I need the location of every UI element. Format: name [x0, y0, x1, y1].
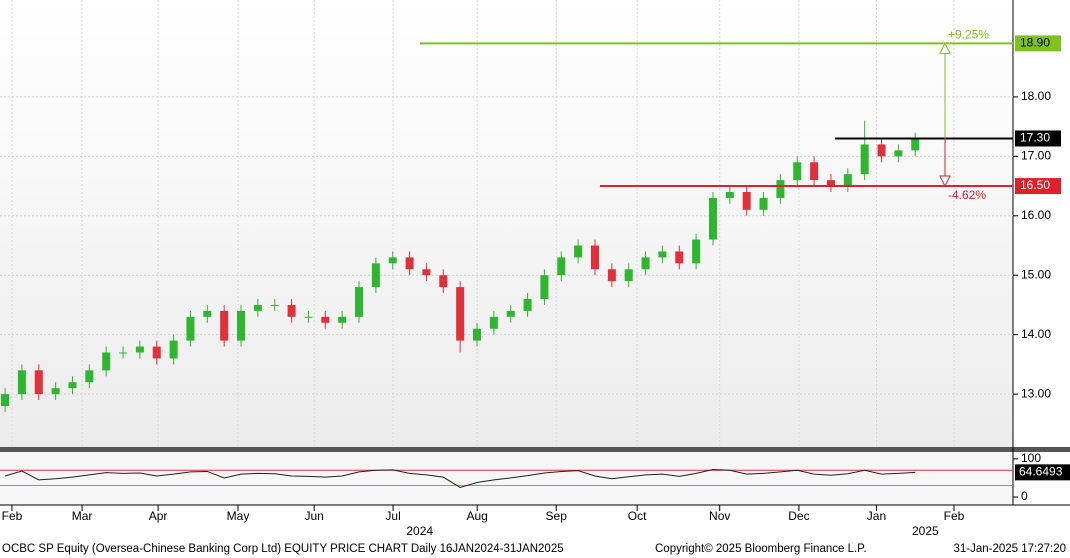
candle-body: [742, 191, 751, 210]
candle-body: [877, 144, 886, 157]
candle-body: [456, 287, 465, 341]
candle-body: [675, 251, 684, 264]
candle-body: [506, 310, 515, 317]
x-tick-label: Nov: [709, 509, 730, 523]
y-tick-label: 18.00: [1021, 89, 1051, 103]
level-tag: [1015, 130, 1061, 147]
rsi-line: [4, 469, 916, 489]
y-tick-label: 16.00: [1021, 208, 1051, 222]
x-tick-label: Jun: [305, 509, 324, 523]
candle-body: [85, 370, 94, 383]
x-tick-label: Apr: [149, 509, 168, 523]
candle-body: [793, 162, 802, 181]
annotation: -4.62%: [948, 188, 986, 202]
candle-body: [860, 144, 869, 175]
arrow-head: [939, 42, 951, 54]
level-label: 16.50: [1020, 178, 1050, 192]
x-tick-label: Aug: [466, 509, 487, 523]
footer-left: OCBC SP Equity (Oversea-Chinese Banking …: [2, 543, 564, 555]
level-tag: [1015, 178, 1061, 195]
candle-body: [17, 370, 26, 395]
candle-body: [692, 239, 701, 264]
candle-body: [590, 245, 599, 270]
candle-body: [169, 340, 178, 359]
year-label: 2025: [912, 524, 939, 538]
y-tick-label: 0: [1021, 489, 1028, 503]
x-tick-label: Sep: [546, 509, 568, 523]
y-tick-label: 100: [1021, 451, 1041, 465]
candle-body: [287, 304, 296, 317]
footer-timestamp: 31-Jan-2025 17:27:20: [953, 543, 1066, 555]
y-tick-label: 17.00: [1021, 149, 1051, 163]
candle-body: [203, 310, 212, 317]
candle-body: [321, 316, 330, 323]
candle-body: [405, 257, 414, 270]
y-tick-label: 15.00: [1021, 267, 1051, 281]
candle-body: [422, 269, 431, 276]
x-tick-label: Mar: [72, 509, 93, 523]
candle-body: [304, 316, 313, 318]
candle-body: [68, 382, 77, 389]
candle-body: [826, 180, 835, 187]
x-tick-label: Dec: [788, 509, 809, 523]
x-tick-label: Feb: [944, 509, 965, 523]
candle-body: [439, 275, 448, 288]
candle-body: [894, 150, 903, 157]
y-tick-label: 13.00: [1021, 386, 1051, 400]
level-label: 18.90: [1020, 36, 1050, 50]
level-tag: [1015, 35, 1061, 52]
candle-body: [135, 346, 144, 353]
x-tick-label: Jul: [385, 509, 400, 523]
candle-body: [119, 352, 128, 354]
candle-body: [51, 388, 60, 395]
candle-body: [270, 304, 279, 306]
candle-body: [607, 269, 616, 282]
candle-body: [540, 275, 549, 299]
plot-background: [0, 0, 1013, 447]
value-tag: [1015, 464, 1070, 481]
candle-body: [489, 316, 498, 329]
x-tick-label: Oct: [628, 509, 647, 523]
candle-body: [776, 180, 785, 198]
candle-body: [355, 287, 364, 317]
candle-body: [624, 269, 633, 282]
candle-body: [708, 197, 717, 240]
x-tick-label: May: [227, 509, 250, 523]
candle-body: [102, 352, 111, 371]
candle-body: [473, 328, 482, 341]
candle-body: [237, 310, 246, 341]
annotation: +9.25%: [948, 28, 989, 42]
year-label: 2024: [406, 524, 433, 538]
candle-body: [523, 298, 532, 311]
candle-body: [557, 257, 566, 276]
arrow-head: [939, 175, 951, 188]
candle-body: [759, 197, 768, 210]
footer-copyright: Copyright© 2025 Bloomberg Finance L.P.: [655, 543, 867, 555]
level-label: 17.30: [1020, 131, 1050, 145]
candle-body: [253, 304, 262, 311]
candle-body: [220, 310, 229, 341]
candle-body: [1, 394, 10, 406]
y-tick-label: 14.00: [1021, 327, 1051, 341]
candle-body: [186, 316, 195, 341]
candle-body: [810, 162, 819, 181]
candle-body: [843, 174, 852, 187]
candle-body: [641, 257, 650, 270]
candle-body: [152, 346, 161, 359]
candle-body: [371, 263, 380, 288]
value-label: 64.6493: [1019, 465, 1063, 479]
candle-body: [911, 138, 920, 151]
x-tick-label: Feb: [2, 509, 23, 523]
candle-body: [338, 316, 347, 323]
panel-divider: [0, 447, 1070, 452]
candle-body: [34, 370, 43, 395]
candle-body: [574, 245, 583, 258]
candle-body: [388, 257, 397, 264]
x-tick-label: Jan: [867, 509, 886, 523]
candle-body: [658, 251, 667, 258]
candle-body: [725, 191, 734, 198]
